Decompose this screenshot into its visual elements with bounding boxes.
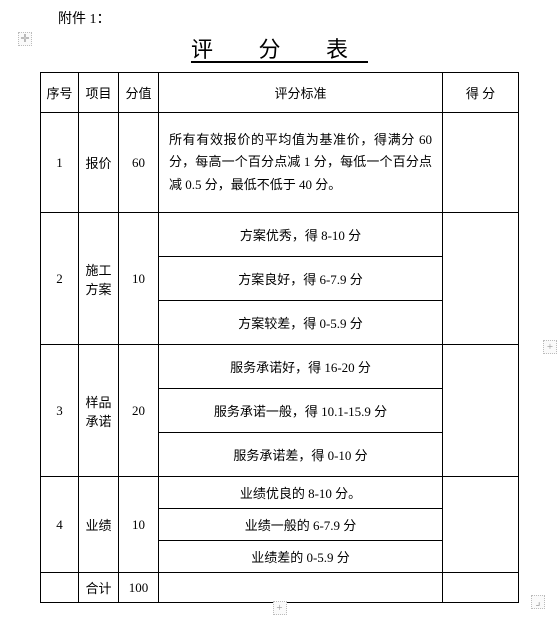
table-header-row: 序号 项目 分值 评分标准 得 分 [41, 73, 519, 113]
table-row: 1 报价 60 所有有效报价的平均值为基准价，得满分 60 分，每高一个百分点减… [41, 113, 519, 213]
table-total-row: 合计 100 [41, 573, 519, 603]
cell-result [443, 573, 519, 603]
cell-criteria: 服务承诺好，得 16-20 分 [159, 345, 443, 389]
cell-item: 施工方案 [79, 213, 119, 345]
cell-item: 报价 [79, 113, 119, 213]
header-score: 分值 [119, 73, 159, 113]
cell-criteria: 服务承诺一般，得 10.1-15.9 分 [159, 389, 443, 433]
cell-score: 20 [119, 345, 159, 477]
cell-result [443, 213, 519, 345]
header-result: 得 分 [443, 73, 519, 113]
cell-criteria: 方案优秀，得 8-10 分 [159, 213, 443, 257]
cell-criteria: 所有有效报价的平均值为基准价，得满分 60 分，每高一个百分点减 1 分，每低一… [159, 113, 443, 213]
cell-total-label: 合计 [79, 573, 119, 603]
cell-result [443, 477, 519, 573]
cell-criteria: 业绩优良的 8-10 分。 [159, 477, 443, 509]
cell-score: 10 [119, 213, 159, 345]
resize-handle-bottom-right[interactable]: ⌟ [531, 595, 545, 609]
cell-idx: 4 [41, 477, 79, 573]
cell-item: 样品承诺 [79, 345, 119, 477]
cell-idx: 2 [41, 213, 79, 345]
table-row: 2 施工方案 10 方案优秀，得 8-10 分 [41, 213, 519, 257]
scoring-table: 序号 项目 分值 评分标准 得 分 1 报价 60 所有有效报价的平均值为基准价… [40, 72, 519, 603]
header-criteria: 评分标准 [159, 73, 443, 113]
cell-item: 业绩 [79, 477, 119, 573]
cell-criteria: 业绩差的 0-5.9 分 [159, 541, 443, 573]
cell-criteria [159, 573, 443, 603]
cell-result [443, 345, 519, 477]
resize-handle-right[interactable]: + [543, 340, 557, 354]
table-row: 4 业绩 10 业绩优良的 8-10 分。 [41, 477, 519, 509]
attachment-label: 附件 1： [58, 8, 519, 28]
cell-criteria: 服务承诺差，得 0-10 分 [159, 433, 443, 477]
cell-idx [41, 573, 79, 603]
cell-score: 10 [119, 477, 159, 573]
cell-result [443, 113, 519, 213]
cell-score: 60 [119, 113, 159, 213]
header-idx: 序号 [41, 73, 79, 113]
cell-criteria: 业绩一般的 6-7.9 分 [159, 509, 443, 541]
resize-handle-bottom[interactable]: + [273, 601, 287, 615]
cell-criteria: 方案较差，得 0-5.9 分 [159, 301, 443, 345]
page-title: 评 分 表 [40, 32, 519, 64]
cell-idx: 1 [41, 113, 79, 213]
cell-idx: 3 [41, 345, 79, 477]
header-item: 项目 [79, 73, 119, 113]
move-handle-top-left[interactable]: ✛ [18, 32, 32, 46]
cell-total-value: 100 [119, 573, 159, 603]
cell-criteria: 方案良好，得 6-7.9 分 [159, 257, 443, 301]
table-row: 3 样品承诺 20 服务承诺好，得 16-20 分 [41, 345, 519, 389]
